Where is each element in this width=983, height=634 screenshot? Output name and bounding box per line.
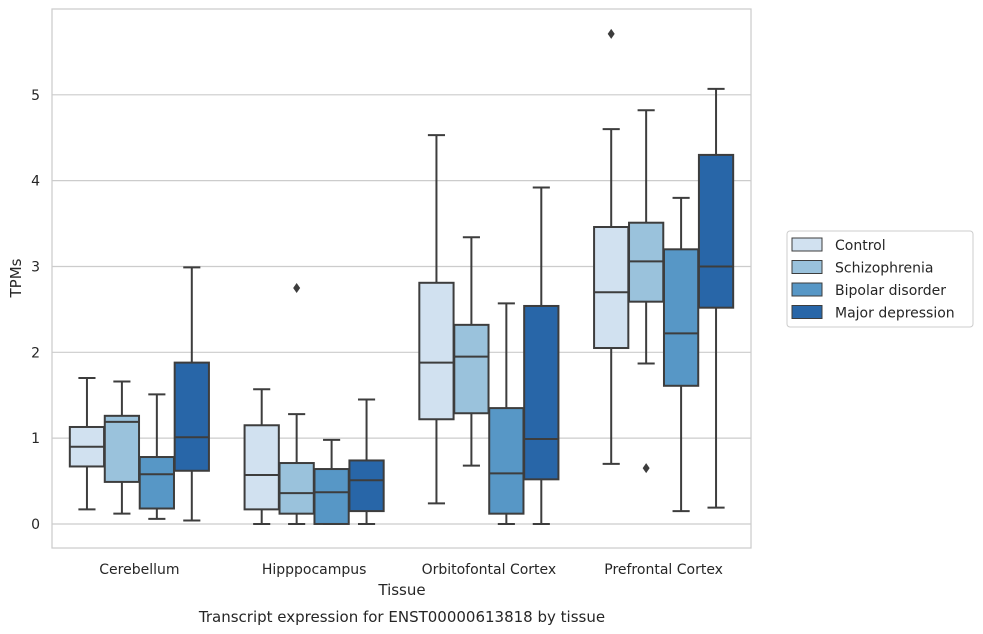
box-schizophrenia bbox=[103, 380, 141, 515]
grid-lines bbox=[52, 94, 751, 525]
box-iqr bbox=[488, 407, 525, 515]
box-schizophrenia bbox=[628, 109, 665, 474]
y-tick-label: 2 bbox=[31, 345, 40, 361]
y-axis-label: TPMs bbox=[7, 258, 25, 298]
box-major-depression bbox=[348, 398, 385, 525]
x-tick-label: Prefrontal Cortex bbox=[604, 562, 723, 578]
legend-frame bbox=[786, 230, 974, 328]
legend-item: Schizophrenia bbox=[791, 260, 933, 277]
x-axis-label: Tissue bbox=[377, 581, 425, 599]
y-tick-label: 5 bbox=[31, 88, 40, 104]
y-tick-label: 0 bbox=[31, 517, 40, 533]
legend-label: Bipolar disorder bbox=[835, 283, 946, 299]
box-control bbox=[593, 28, 630, 465]
box-iqr bbox=[313, 468, 350, 525]
box-bipolar-disorder bbox=[138, 393, 175, 520]
box-major-depression bbox=[173, 266, 210, 522]
legend-label: Major depression bbox=[835, 306, 955, 322]
outlier-point bbox=[642, 463, 650, 474]
y-axis-ticks: 0 1 2 3 4 5 bbox=[31, 88, 40, 533]
box-iqr bbox=[103, 414, 141, 483]
box-iqr bbox=[243, 424, 280, 511]
box-iqr bbox=[523, 304, 560, 481]
box-control bbox=[418, 134, 455, 505]
box-iqr bbox=[138, 456, 175, 510]
box-bipolar-disorder bbox=[488, 302, 525, 525]
y-tick-label: 4 bbox=[31, 174, 40, 190]
x-tick-label: Cerebellum bbox=[99, 562, 179, 578]
box-control bbox=[68, 377, 106, 511]
box-iqr bbox=[697, 153, 735, 309]
box-iqr bbox=[418, 281, 455, 421]
legend-item: Control bbox=[791, 237, 886, 254]
outlier-point bbox=[293, 282, 301, 293]
box-iqr bbox=[662, 248, 700, 387]
box-iqr bbox=[348, 459, 385, 513]
legend-swatch bbox=[791, 282, 823, 297]
outlier-point bbox=[607, 28, 615, 39]
box-groups bbox=[68, 28, 735, 525]
box-control bbox=[243, 388, 280, 525]
y-tick-label: 1 bbox=[31, 431, 40, 447]
plot-area-frame bbox=[51, 8, 752, 549]
chart-caption: Transcript expression for ENST0000061381… bbox=[198, 608, 605, 626]
legend-label: Control bbox=[835, 238, 886, 254]
box-iqr bbox=[593, 226, 630, 350]
box-schizophrenia bbox=[453, 236, 490, 467]
box-iqr bbox=[278, 462, 315, 515]
box-iqr bbox=[453, 323, 490, 415]
box-iqr bbox=[173, 361, 210, 472]
box-bipolar-disorder bbox=[662, 196, 700, 513]
legend-swatch bbox=[791, 237, 823, 252]
x-tick-label: Hipppocampus bbox=[262, 562, 367, 578]
legend: Control Schizophrenia Bipolar disorder Majo… bbox=[786, 230, 974, 328]
legend-item: Bipolar disorder bbox=[791, 282, 946, 299]
legend-swatch bbox=[791, 260, 823, 274]
box-major-depression bbox=[697, 87, 735, 509]
box-major-depression bbox=[523, 186, 560, 525]
legend-swatch bbox=[791, 305, 823, 319]
x-axis-ticks: Cerebellum Hipppocampus Orbitofontal Corte… bbox=[99, 562, 723, 578]
box-schizophrenia bbox=[278, 282, 315, 525]
legend-label: Schizophrenia bbox=[835, 261, 933, 277]
box-bipolar-disorder bbox=[313, 438, 350, 525]
x-tick-label: Orbitofontal Cortex bbox=[422, 562, 557, 578]
legend-item: Major depression bbox=[791, 305, 955, 322]
y-tick-label: 3 bbox=[31, 259, 40, 275]
